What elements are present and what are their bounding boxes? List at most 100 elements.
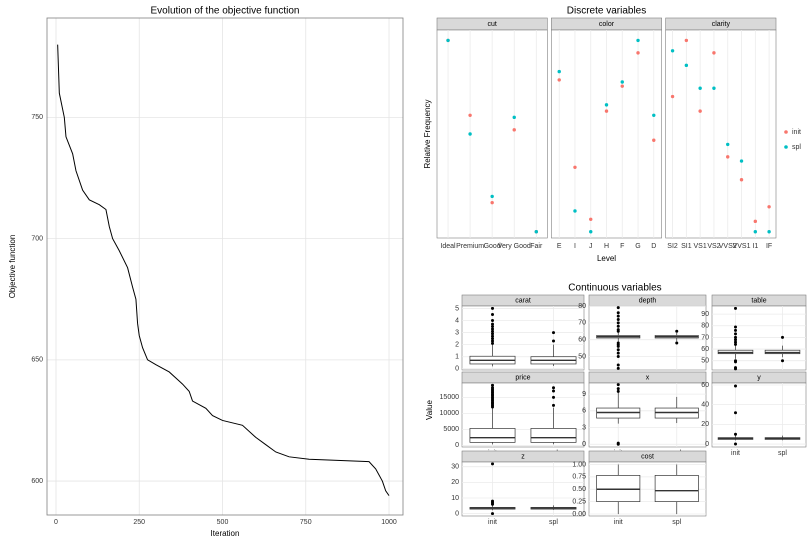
outlier (734, 359, 737, 363)
outlier (552, 339, 555, 343)
y-tick-label: 3 (582, 424, 586, 431)
facet-panel (711, 382, 807, 448)
outlier (491, 337, 494, 341)
outlier (616, 389, 620, 393)
y-tick-label: 0.25 (572, 498, 586, 505)
outlier (552, 403, 555, 407)
chart-title: Evolution of the objective function (151, 6, 300, 17)
outlier (616, 314, 620, 318)
outlier (491, 383, 494, 387)
facet-title: carat (515, 297, 531, 304)
point (652, 138, 656, 142)
y-tick-label: 1 (455, 354, 459, 361)
y-tick-label: 650 (31, 357, 43, 364)
y-tick-label: 70 (701, 334, 709, 341)
y-tick-label: 50 (701, 358, 709, 365)
x-tick-label: I1 (752, 243, 758, 250)
x-tick-label: 750 (300, 519, 312, 526)
y-tick-label: 60 (578, 337, 586, 344)
point (767, 230, 771, 234)
y-tick-label: 2 (455, 341, 459, 348)
outlier (616, 363, 620, 367)
outlier (616, 387, 620, 391)
x-tick-label: 250 (133, 519, 145, 526)
y-tick-label: 30 (451, 464, 459, 471)
y-axis-label: Value (425, 400, 434, 420)
point (753, 219, 758, 224)
point (712, 51, 716, 55)
point (573, 165, 577, 169)
outlier (616, 366, 620, 370)
outlier (491, 325, 494, 329)
x-tick-label: J (589, 243, 593, 250)
y-tick-label: 80 (578, 303, 586, 310)
x-tick-label: F (620, 243, 624, 250)
outlier (616, 355, 620, 359)
outlier (616, 351, 620, 355)
outlier (734, 432, 737, 436)
facet-title: cut (487, 21, 496, 28)
facet-title: cost (641, 453, 654, 460)
outlier (616, 348, 620, 352)
point (512, 115, 516, 120)
point (490, 194, 494, 199)
point (589, 230, 593, 234)
x-tick-label: spl (549, 519, 558, 526)
point (739, 159, 744, 163)
x-tick-label: Fair (530, 243, 543, 250)
outlier (491, 332, 494, 336)
legend-swatch (784, 145, 788, 149)
point (684, 63, 689, 68)
point (490, 200, 494, 205)
outlier (734, 411, 737, 415)
outlier (491, 512, 494, 516)
y-tick-label: 0 (455, 510, 459, 517)
y-tick-label: 90 (701, 311, 709, 318)
y-tick-label: 600 (31, 478, 43, 485)
facet-title: y (757, 374, 761, 381)
x-tick-label: E (557, 243, 562, 250)
y-tick-label: 20 (701, 421, 709, 428)
chart-title: Continuous variables (568, 283, 661, 294)
y-tick-label: 1.00 (572, 461, 586, 468)
point (512, 128, 516, 132)
y-tick-label: 15000 (440, 394, 460, 401)
outlier (552, 389, 555, 393)
x-tick-label: H (604, 243, 609, 250)
x-tick-label: init (614, 519, 623, 526)
y-tick-label: 80 (701, 323, 709, 330)
x-tick-label: init (488, 519, 497, 526)
point (534, 230, 538, 234)
point (557, 69, 561, 74)
y-tick-label: 40 (701, 402, 709, 409)
y-tick-label: 70 (578, 320, 586, 327)
y-tick-label: 10 (451, 495, 459, 502)
outlier (491, 318, 494, 322)
point (698, 86, 702, 90)
outlier (616, 317, 620, 321)
outlier (734, 384, 737, 388)
outlier (491, 339, 494, 343)
outlier (491, 499, 494, 503)
box (596, 475, 641, 502)
point (712, 86, 716, 90)
point (446, 38, 450, 43)
x-tick-label: Very Good (498, 243, 531, 250)
point (726, 142, 730, 147)
outlier (781, 359, 784, 363)
y-tick-label: 3 (455, 329, 459, 336)
outlier (491, 462, 494, 466)
outlier (734, 342, 737, 346)
objective-line (57, 44, 390, 496)
point (652, 113, 656, 117)
box (654, 475, 699, 502)
facet-title: color (599, 21, 615, 28)
y-tick-label: 6 (582, 408, 586, 415)
point (557, 78, 561, 82)
outlier (616, 324, 620, 328)
facet-title: table (751, 297, 766, 304)
outlier (491, 329, 494, 333)
y-tick-label: 60 (701, 346, 709, 353)
x-tick-label: spl (672, 519, 681, 526)
